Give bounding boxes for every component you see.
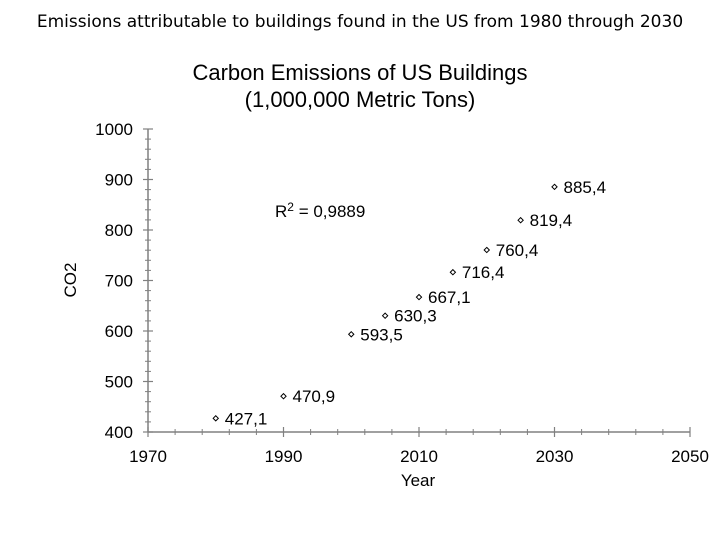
data-point xyxy=(517,216,524,224)
x-tick-label: 2030 xyxy=(536,447,574,466)
x-tick-label: 2050 xyxy=(671,447,709,466)
data-point xyxy=(483,246,491,254)
data-label: 760,4 xyxy=(496,241,539,260)
data-point xyxy=(551,183,558,191)
data-point xyxy=(212,415,220,422)
r-squared-sup: 2 xyxy=(287,200,294,214)
data-label: 470,9 xyxy=(293,387,336,406)
y-tick-label: 600 xyxy=(105,322,133,341)
x-tick-label: 1970 xyxy=(129,447,167,466)
y-axis-label: CO2 xyxy=(61,263,80,298)
y-tick-label: 400 xyxy=(105,423,133,442)
data-label: 716,4 xyxy=(462,263,505,282)
r-squared-label: R xyxy=(275,202,287,221)
y-tick-label: 900 xyxy=(105,171,133,190)
x-tick-label: 1990 xyxy=(265,447,303,466)
data-label: 819,4 xyxy=(530,211,573,230)
data-point xyxy=(415,293,423,301)
data-point xyxy=(381,312,389,320)
axes: 400 500 600 700 800 900 1000 1970 1990 2010 2030 20… xyxy=(95,120,709,466)
x-tick-label: 2010 xyxy=(400,447,438,466)
r-squared-value: = 0,9889 xyxy=(294,202,365,221)
data-point xyxy=(280,392,287,400)
x-axis-label: Year xyxy=(401,471,436,490)
data-point xyxy=(347,330,355,338)
chart-title: Carbon Emissions of US Buildings xyxy=(192,60,527,85)
y-tick-label: 1000 xyxy=(95,120,133,139)
y-tick-label: 700 xyxy=(105,272,133,291)
chart-subtitle: (1,000,000 Metric Tons) xyxy=(245,87,476,112)
data-label: 593,5 xyxy=(360,325,403,344)
data-label: 885,4 xyxy=(564,178,607,197)
y-tick-label: 500 xyxy=(105,373,133,392)
slide-title: Emissions attributable to buildings foun… xyxy=(36,12,684,32)
data-label: 427,1 xyxy=(225,409,268,428)
data-point xyxy=(449,268,457,276)
data-label: 667,1 xyxy=(428,288,471,307)
y-tick-label: 800 xyxy=(105,221,133,240)
r-squared-annotation: R2 = 0,9889 xyxy=(275,200,365,221)
data-label: 630,3 xyxy=(394,307,437,326)
